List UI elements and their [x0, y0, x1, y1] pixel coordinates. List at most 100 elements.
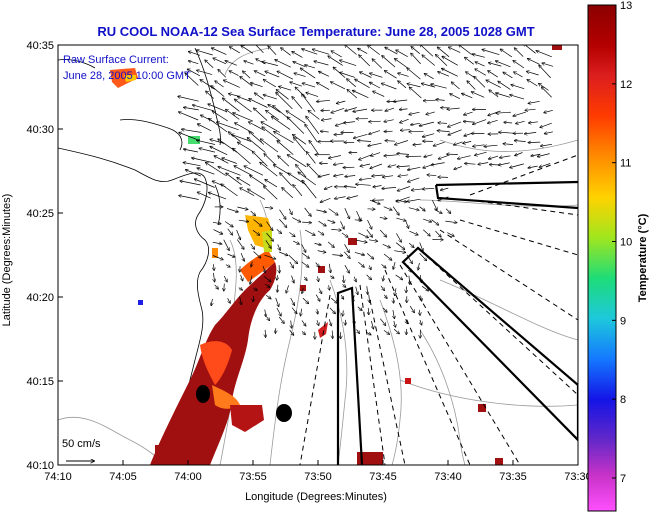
current-arrow: [344, 244, 350, 252]
current-arrow: [528, 100, 540, 103]
colorbar: 13 12 11 10 9 8 7 Temperature (°C): [587, 0, 649, 512]
current-arrow: [368, 307, 369, 315]
current-arrow: [466, 72, 475, 78]
current-arrow: [394, 320, 396, 327]
current-arrow: [198, 124, 212, 132]
current-arrow: [489, 63, 502, 67]
current-arrow: [438, 123, 447, 124]
current-arrow: [358, 232, 368, 238]
x-tick-label: 74:00: [174, 471, 202, 483]
current-arrow: [331, 51, 342, 58]
current-arrow: [286, 111, 306, 124]
current-arrow: [268, 46, 277, 55]
current-arrow: [462, 94, 473, 99]
current-arrow: [395, 288, 396, 295]
current-arrow: [437, 131, 450, 132]
current-arrow: [420, 274, 421, 283]
current-arrow: [540, 122, 552, 127]
current-arrow: [288, 254, 298, 263]
current-arrow: [301, 252, 309, 258]
current-arrow: [514, 72, 523, 78]
current-arrow: [382, 187, 397, 188]
current-arrow: [515, 48, 524, 57]
current-arrow: [344, 122, 355, 123]
current-arrow: [458, 155, 471, 159]
current-arrow: [334, 163, 344, 165]
current-arrow: [241, 46, 254, 54]
current-arrow: [498, 81, 511, 90]
current-arrow: [369, 265, 371, 270]
current-arrow: [268, 105, 281, 113]
current-arrow: [422, 55, 436, 66]
current-arrow: [302, 83, 316, 88]
current-arrow: [397, 154, 409, 155]
current-arrow: [213, 229, 223, 234]
current-arrow: [367, 219, 372, 229]
current-arrow: [527, 80, 538, 87]
sst-patches: [110, 45, 562, 465]
current-arrow: [314, 61, 329, 66]
current-arrow: [383, 206, 392, 210]
current-arrow: [420, 45, 434, 57]
current-arrow: [383, 176, 394, 177]
current-arrow: [322, 119, 332, 121]
x-tick-label: 73:40: [434, 471, 462, 483]
current-arrow: [482, 50, 500, 56]
current-arrow: [383, 330, 389, 334]
current-arrow: [214, 264, 215, 270]
current-arrow: [279, 87, 292, 91]
current-arrow: [293, 135, 307, 145]
current-arrow: [229, 71, 239, 76]
current-arrow: [359, 154, 371, 160]
current-arrow: [214, 284, 219, 289]
current-arrow: [454, 141, 463, 145]
current-arrow: [294, 138, 306, 152]
current-arrow: [264, 154, 276, 166]
current-arrow: [510, 163, 524, 168]
current-arrow: [539, 65, 551, 79]
current-arrow: [382, 83, 397, 90]
current-arrow: [393, 309, 395, 318]
x-axis-label: Longitude (Degrees:Minutes): [245, 491, 387, 503]
y-tick-label: 40:35: [26, 40, 54, 52]
current-arrow: [277, 284, 278, 292]
y-tick-label: 40:30: [26, 124, 54, 136]
current-arrow: [195, 179, 215, 188]
current-arrow: [528, 59, 540, 65]
current-arrow: [448, 121, 462, 127]
current-arrow: [182, 129, 202, 133]
current-arrow: [398, 186, 411, 191]
current-arrow: [185, 73, 199, 86]
current-arrow: [291, 275, 295, 283]
current-arrow: [431, 219, 439, 225]
current-arrow: [223, 239, 230, 251]
x-tick-label: 74:10: [44, 471, 72, 483]
x-tick-label: 73:30: [564, 471, 592, 483]
current-arrow: [211, 86, 225, 97]
current-arrow: [465, 57, 475, 65]
current-arrow: [320, 197, 331, 202]
current-arrow: [288, 208, 292, 215]
current-arrow: [484, 145, 498, 146]
current-arrow: [226, 208, 238, 212]
current-arrow: [353, 91, 369, 99]
current-arrow: [229, 94, 240, 97]
current-arrow: [464, 111, 473, 115]
current-arrow: [488, 71, 498, 78]
current-arrow: [290, 297, 295, 305]
current-arrow: [315, 294, 320, 301]
current-arrow: [209, 119, 228, 133]
current-arrow: [335, 196, 346, 199]
current-arrow: [464, 132, 472, 136]
current-arrow: [445, 208, 451, 214]
current-arrow: [344, 251, 350, 258]
current-arrow: [395, 242, 404, 250]
current-arrow: [420, 319, 422, 325]
current-arrow: [360, 163, 371, 166]
current-arrow: [421, 295, 422, 301]
current-arrow: [500, 49, 512, 58]
current-arrow: [262, 127, 281, 142]
current-arrow: [281, 48, 291, 56]
current-arrow: [279, 209, 286, 220]
current-arrow: [319, 72, 330, 77]
